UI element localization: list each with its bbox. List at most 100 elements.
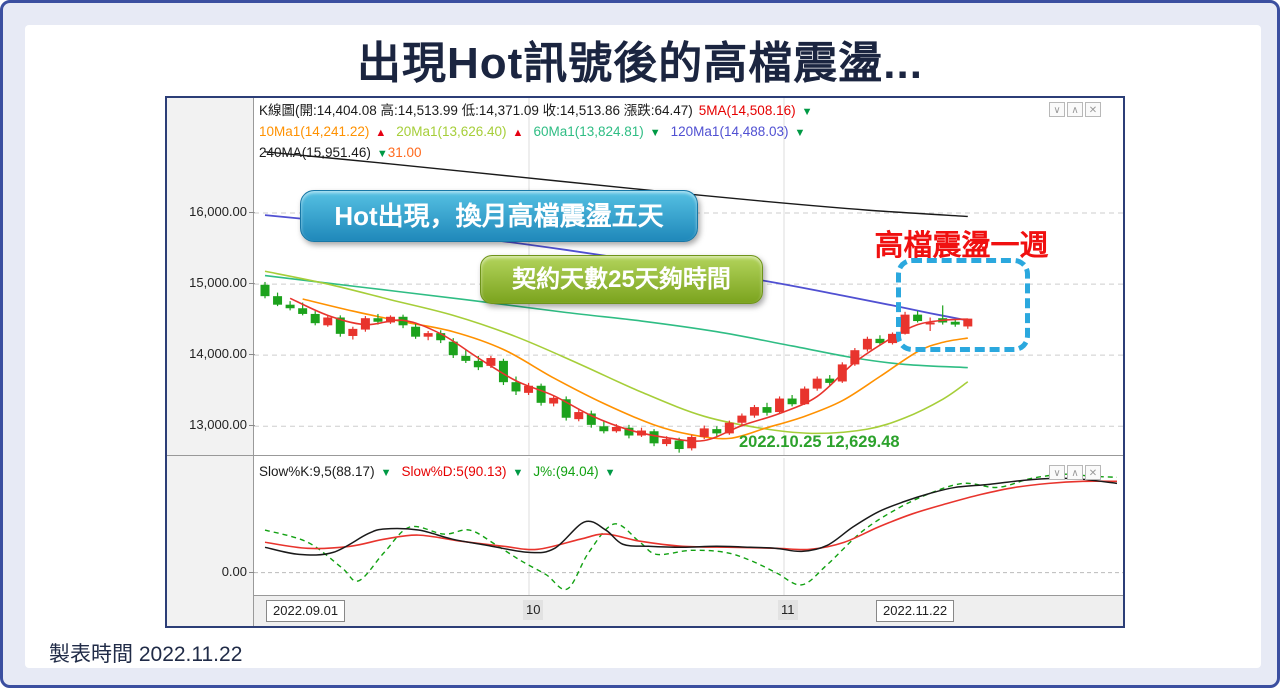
candle <box>624 424 634 439</box>
callout-hot-signal: Hot出現，換月高檔震盪五天 <box>300 190 698 242</box>
candle <box>963 318 973 329</box>
ma-line-240MA <box>264 151 968 218</box>
close-icon[interactable]: ✕ <box>1085 465 1101 480</box>
trend-triangle-icon: ▼ <box>801 106 813 118</box>
candle <box>536 383 546 406</box>
kd-zero-label: 0.00 <box>169 564 255 579</box>
low-point-label: 2022.10.25 12,629.48 <box>739 433 900 451</box>
kd-line-Slow%K <box>264 477 1118 556</box>
candle <box>712 426 722 437</box>
y-axis-label: 15,000.00 <box>169 275 255 290</box>
candle <box>511 376 521 395</box>
callout-contract-days: 契約天數25天夠時間 <box>480 255 763 304</box>
kd-line-Slow%D <box>264 480 1118 551</box>
x-axis-strip: 2022.09.01 10 11 2022.11.22 <box>254 595 1123 626</box>
candle <box>285 301 295 311</box>
trend-triangle-icon: ▲ <box>512 127 524 139</box>
candle <box>775 396 785 414</box>
ma-line-60MA <box>264 274 968 369</box>
candle <box>749 404 759 418</box>
ma10-label: 10Ma1(14,241.22) <box>259 124 370 139</box>
candle <box>875 335 885 346</box>
chart-panel <box>165 96 1125 628</box>
chevron-down-icon[interactable]: ∨ <box>1049 465 1065 480</box>
candle <box>461 349 471 363</box>
candle <box>800 386 810 405</box>
x-axis-label-november: 11 <box>778 600 798 620</box>
candle <box>498 358 508 386</box>
candle <box>386 315 395 324</box>
candle <box>687 434 697 451</box>
chevron-up-icon[interactable]: ∧ <box>1067 102 1083 117</box>
candle <box>762 402 772 416</box>
ma20-label: 20Ma1(13,626.40) <box>396 124 507 139</box>
candle <box>913 311 923 323</box>
ma-line-10MA <box>302 298 968 440</box>
candle <box>348 326 358 340</box>
ma120-label: 120Ma1(14,488.03) <box>670 124 789 139</box>
trend-triangle-icon: ▲ <box>375 127 387 139</box>
slowd-label: Slow%D:5(90.13) <box>401 464 507 479</box>
chevron-down-icon[interactable]: ∨ <box>1049 102 1065 117</box>
candle <box>574 408 584 422</box>
candle <box>423 330 433 341</box>
x-axis-label-october: 10 <box>523 600 544 620</box>
chevron-up-icon[interactable]: ∧ <box>1067 465 1083 480</box>
candle <box>524 382 534 395</box>
kd-panel-window-controls: ∨ ∧ ✕ <box>1049 465 1101 480</box>
candle <box>310 311 320 326</box>
candle <box>649 429 659 447</box>
main-chart-canvas[interactable]: 2022.10.25 12,629.48 <box>254 98 1123 455</box>
price-axis-gutter: 16,000.00 15,000.00 14,000.00 13,000.00 0.00 <box>167 98 255 626</box>
ma-line-5MA <box>289 297 968 442</box>
trend-triangle-icon: ▼ <box>604 467 616 479</box>
page-title: 出現Hot訊號後的高檔震盪... <box>357 39 923 88</box>
ma60-label: 60Ma1(13,824.81) <box>533 124 644 139</box>
panel-divider <box>167 455 1123 456</box>
kd-chart-canvas[interactable] <box>254 458 1123 595</box>
candle <box>737 413 747 427</box>
kd-line-J% <box>264 473 1118 591</box>
candle <box>787 394 797 407</box>
candle <box>862 336 872 352</box>
trend-triangle-icon: ▼ <box>512 467 524 479</box>
x-axis-label-end-date: 2022.11.22 <box>876 600 955 622</box>
highlight-box <box>896 258 1030 352</box>
ma240-delta-label: 31.00 <box>387 145 422 160</box>
candle <box>436 330 446 344</box>
candle <box>812 376 822 391</box>
ma5-label: 5MA(14,508.16) <box>698 103 796 118</box>
close-icon[interactable]: ✕ <box>1085 102 1101 117</box>
x-axis-label-start-date: 2022.09.01 <box>266 600 346 622</box>
y-axis-label: 13,000.00 <box>169 417 255 432</box>
candle <box>411 323 421 339</box>
candle <box>925 317 935 331</box>
candle <box>825 375 835 386</box>
candle <box>549 394 559 407</box>
kline-ohlc-label: K線圖(開:14,404.08 高:14,513.99 低:14,371.09 … <box>259 103 693 118</box>
candle <box>586 410 596 428</box>
trend-triangle-icon: ▼ <box>794 127 806 139</box>
main-chart-legend: K線圖(開:14,404.08 高:14,513.99 低:14,371.09 … <box>259 101 822 164</box>
candle <box>888 332 897 345</box>
trend-triangle-icon: ▼ <box>376 148 388 160</box>
ma-line-20MA <box>264 270 969 435</box>
candle <box>699 425 709 440</box>
footer-timestamp: 製表時間 2022.11.22 <box>49 643 243 666</box>
candle <box>273 292 283 307</box>
trend-triangle-icon: ▼ <box>380 467 392 479</box>
main-panel-window-controls: ∨ ∧ ✕ <box>1049 102 1101 117</box>
candle <box>260 281 270 299</box>
candle <box>724 420 734 435</box>
candle <box>323 315 333 327</box>
j-label: J%:(94.04) <box>533 464 599 479</box>
kd-legend: Slow%K:9,5(88.17) ▼ Slow%D:5(90.13) ▼ J%:(94… <box>259 462 626 483</box>
candle <box>561 396 571 421</box>
y-axis-label: 16,000.00 <box>169 204 255 219</box>
y-axis-label: 14,000.00 <box>169 346 255 361</box>
candle <box>599 420 609 434</box>
slowk-label: Slow%K:9,5(88.17) <box>259 464 375 479</box>
trend-triangle-icon: ▼ <box>649 127 661 139</box>
ma240-label: 240MA(15,951.46) <box>259 145 371 160</box>
